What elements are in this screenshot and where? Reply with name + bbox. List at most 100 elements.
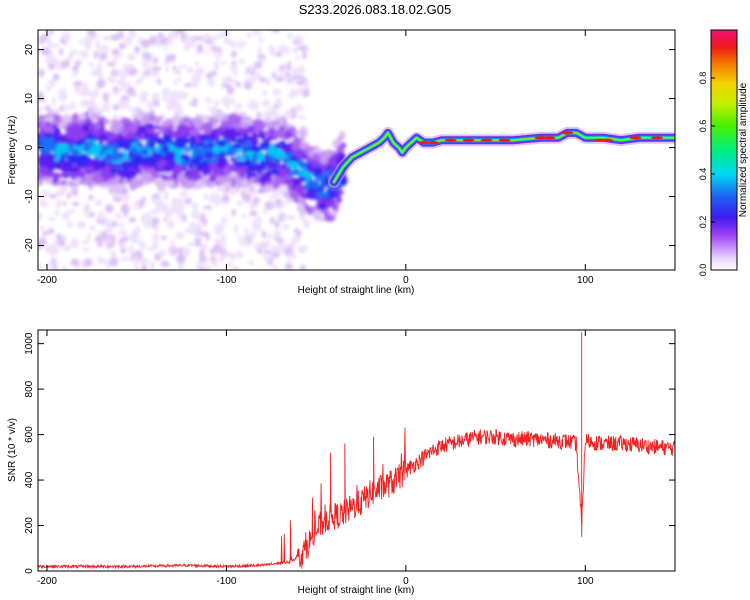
spectral-noise-blob xyxy=(298,45,309,52)
spectral-noise-blob xyxy=(175,232,185,240)
spectral-noise-blob xyxy=(160,260,170,268)
spectral-energy-blob xyxy=(38,166,49,175)
spectral-noise-blob xyxy=(238,42,243,50)
spectral-noise-blob xyxy=(189,221,196,229)
spectral-noise-blob xyxy=(148,65,154,75)
spectral-noise-blob xyxy=(230,50,237,58)
spectral-noise-blob xyxy=(47,228,55,235)
spectral-energy-blob xyxy=(53,129,61,138)
spectral-energy-blob xyxy=(141,149,149,155)
spectral-noise-blob xyxy=(86,233,92,240)
spectral-energy-blob xyxy=(73,121,79,130)
spectral-noise-blob xyxy=(216,223,225,231)
spectral-noise-blob xyxy=(248,79,257,84)
spectral-energy-blob xyxy=(193,146,198,155)
spectral-energy-blob xyxy=(286,127,297,132)
spectral-energy-blob xyxy=(209,175,217,183)
spectral-energy-blob xyxy=(183,118,190,123)
spectral-energy-blob xyxy=(337,144,345,154)
spectral-noise-blob xyxy=(221,234,227,243)
spectral-energy-blob xyxy=(149,139,156,150)
spectral-noise-blob xyxy=(290,251,297,260)
spectral-energy-blob xyxy=(281,158,289,163)
spectral-energy-blob xyxy=(264,153,270,163)
spectral-noise-blob xyxy=(220,61,228,66)
spectral-noise-blob xyxy=(70,258,80,267)
top-xtick-label: 0 xyxy=(403,275,409,286)
spectral-energy-blob xyxy=(72,113,79,122)
spectral-noise-blob xyxy=(132,202,141,210)
spectral-noise-blob xyxy=(112,55,118,66)
top-ytick-label: 20 xyxy=(24,44,35,56)
spectral-energy-blob xyxy=(195,138,202,144)
spectral-noise-blob xyxy=(172,79,178,85)
spectral-noise-blob xyxy=(152,232,160,243)
chart-title: S233.2026.083.18.02.G05 xyxy=(298,2,452,17)
spectral-noise-blob xyxy=(248,99,258,105)
spectral-energy-blob xyxy=(276,131,287,139)
spectral-energy-blob xyxy=(312,148,323,153)
spectral-noise-blob xyxy=(154,42,163,47)
spectral-energy-blob xyxy=(292,138,302,148)
spectral-noise-blob xyxy=(273,244,284,255)
spectral-noise-blob xyxy=(183,44,190,52)
spectral-noise-blob xyxy=(66,220,73,229)
spectral-energy-blob xyxy=(100,122,105,131)
spectral-noise-blob xyxy=(264,250,273,255)
spectral-energy-blob xyxy=(163,179,175,187)
spectral-noise-blob xyxy=(122,37,128,42)
spectral-energy-blob xyxy=(252,153,259,160)
spectral-energy-blob xyxy=(143,157,152,164)
spectral-noise-blob xyxy=(49,78,56,89)
spectral-energy-blob xyxy=(193,171,199,182)
spectral-noise-blob xyxy=(139,93,148,104)
ridge-peak xyxy=(426,141,439,145)
spectral-energy-blob xyxy=(217,140,227,148)
spectral-energy-blob xyxy=(292,168,303,176)
spectral-noise-blob xyxy=(163,190,170,201)
spectral-noise-blob xyxy=(83,212,90,218)
spectral-energy-blob xyxy=(322,192,330,198)
spectral-energy-blob xyxy=(121,126,129,137)
spectral-noise-blob xyxy=(254,61,263,70)
spectral-energy-blob xyxy=(194,181,206,189)
spectral-noise-blob xyxy=(162,87,171,97)
spectral-noise-blob xyxy=(173,209,183,214)
spectral-energy-blob xyxy=(104,119,111,125)
spectral-noise-blob xyxy=(105,226,113,235)
spectral-noise-blob xyxy=(38,68,45,78)
spectral-noise-blob xyxy=(179,92,187,99)
spectral-energy-blob xyxy=(159,125,166,134)
spectral-noise-blob xyxy=(218,254,225,263)
spectral-noise-blob xyxy=(281,201,287,208)
spectral-noise-blob xyxy=(121,256,129,262)
top-xtick-label: -100 xyxy=(216,275,236,286)
spectral-noise-blob xyxy=(268,106,275,116)
spectral-energy-blob xyxy=(135,167,141,173)
bottom-y-axis-label: SNR (10 * v/v) xyxy=(7,418,18,482)
spectral-energy-blob xyxy=(91,130,103,137)
spectral-energy-blob xyxy=(221,121,227,129)
spectral-noise-blob xyxy=(140,214,150,223)
spectral-noise-blob xyxy=(271,72,277,79)
spectral-energy-blob xyxy=(38,137,47,142)
spectral-energy-blob xyxy=(43,132,55,137)
spectral-noise-blob xyxy=(134,51,140,56)
spectral-noise-blob xyxy=(47,216,56,222)
spectral-noise-blob xyxy=(249,210,258,217)
spectral-noise-blob xyxy=(233,108,238,114)
spectral-energy-blob xyxy=(273,175,280,186)
spectral-noise-blob xyxy=(241,213,247,219)
spectral-energy-blob xyxy=(318,202,327,211)
spectral-noise-blob xyxy=(183,83,193,88)
spectral-noise-blob xyxy=(227,97,236,105)
spectral-energy-blob xyxy=(189,140,194,150)
spectral-noise-blob xyxy=(253,72,262,80)
spectral-noise-blob xyxy=(262,89,268,97)
spectral-energy-blob xyxy=(82,179,89,186)
spectral-energy-blob xyxy=(81,145,92,151)
spectral-noise-blob xyxy=(58,47,64,56)
spectral-energy-blob xyxy=(98,140,104,145)
bottom-ytick-label: 0 xyxy=(24,568,35,574)
spectral-noise-blob xyxy=(233,103,243,109)
